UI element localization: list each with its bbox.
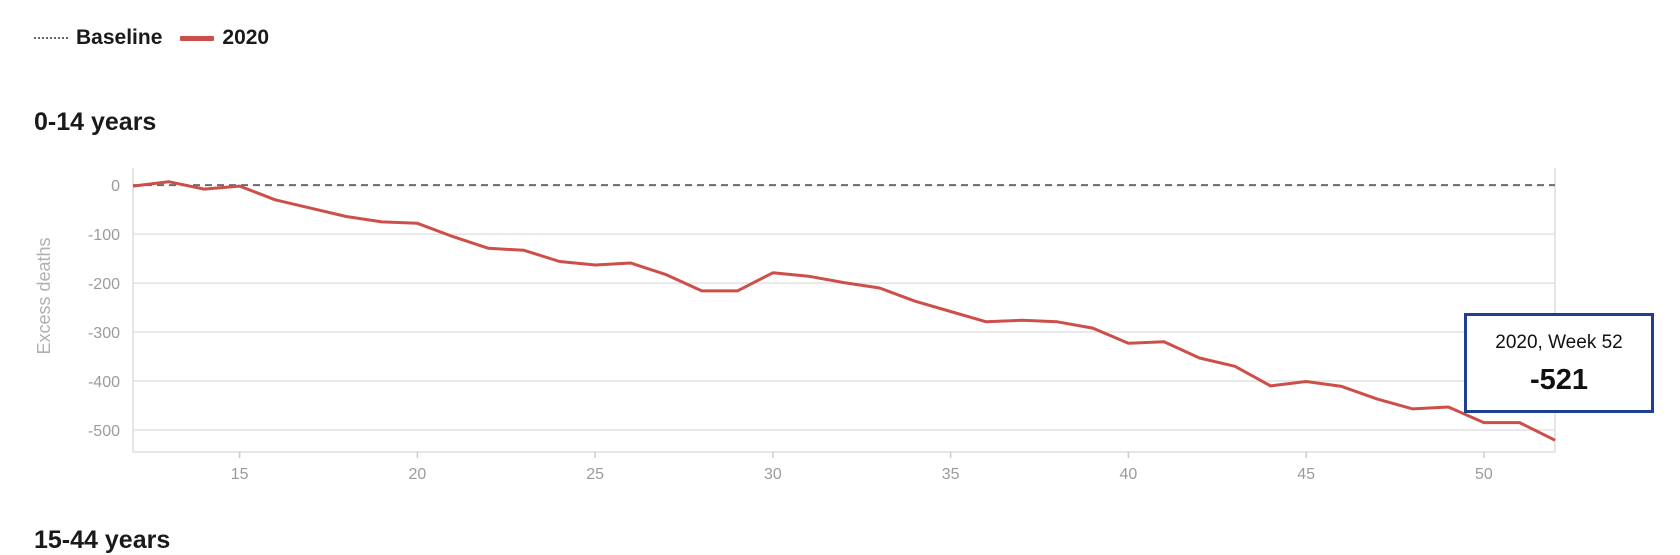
tooltip-title: 2020, Week 52: [1495, 332, 1623, 353]
legend-label-baseline: Baseline: [76, 26, 163, 49]
data-tooltip: 2020, Week 52 -521: [1464, 313, 1654, 413]
x-tick-label: 50: [1475, 466, 1493, 483]
series-2020-swatch: [180, 35, 215, 41]
panel-title: 0-14 years: [34, 108, 157, 136]
chart-grid: [132, 168, 1556, 458]
series-line-2020[interactable]: [132, 180, 1556, 442]
x-tick-label: 25: [586, 466, 604, 483]
x-tick-label: 15: [231, 466, 249, 483]
x-tick-label: 30: [764, 466, 782, 483]
x-tick-label: 40: [1120, 466, 1138, 483]
tooltip-value: -521: [1529, 364, 1589, 396]
x-tick-label: 35: [942, 466, 960, 483]
chart-legend: Baseline 2020: [34, 24, 287, 52]
tick-labels: 0 -100 -200 -300 -400 -500 15 20 25 30 35 40 45 50: [88, 178, 1493, 483]
baseline-swatch: [34, 37, 68, 39]
next-panel-title: 15-44 years: [34, 526, 171, 554]
legend-item-baseline[interactable]: Baseline: [34, 26, 162, 50]
legend-label-2020: 2020: [222, 26, 270, 49]
series-layer[interactable]: [132, 180, 1556, 442]
y-tick-label: -300: [88, 325, 120, 342]
y-tick-label: 0: [111, 178, 120, 195]
x-tick-label: 20: [409, 466, 427, 483]
excess-deaths-chart: 0 -100 -200 -300 -400 -500 15 20 25 30 35 40 45 50 Ex…: [34, 168, 1556, 483]
y-tick-label: -400: [88, 374, 120, 391]
y-tick-label: -500: [88, 423, 120, 440]
y-tick-label: -100: [88, 227, 120, 244]
legend-item-2020[interactable]: 2020: [180, 26, 269, 50]
y-tick-label: -200: [88, 276, 120, 293]
y-axis-title: Excess deaths: [34, 237, 54, 354]
x-tick-label: 45: [1297, 466, 1315, 483]
